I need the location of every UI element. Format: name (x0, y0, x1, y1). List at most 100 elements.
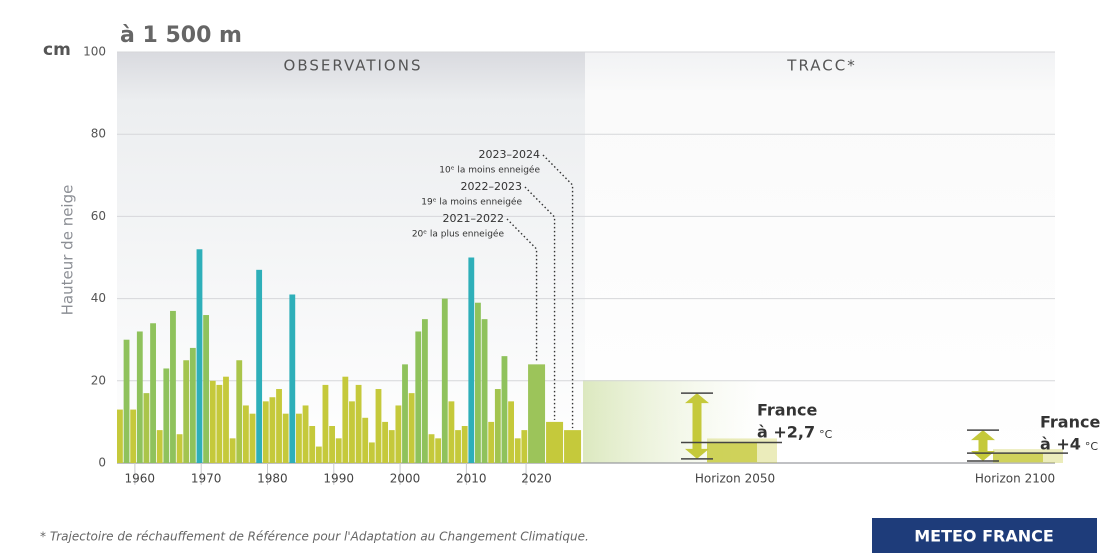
annotation-label: 2023–2024 (479, 148, 541, 161)
bar (362, 417, 369, 463)
bar (136, 331, 143, 463)
bar (236, 360, 243, 463)
bar (315, 446, 322, 463)
bar (223, 376, 229, 463)
bar (564, 430, 582, 463)
bar (475, 302, 481, 463)
bar (117, 409, 123, 463)
x-tick-label: 1970 (191, 472, 222, 486)
bar (461, 426, 468, 463)
annotation-label: 2021–2022 (443, 212, 505, 225)
x-tick-label: 1980 (257, 472, 288, 486)
bar (488, 421, 495, 463)
chart-title: à 1 500 m (120, 23, 242, 48)
y-unit: cm (43, 40, 71, 60)
bar (203, 315, 210, 463)
bar (309, 426, 316, 463)
horizon-warming: à +4 (1040, 435, 1081, 454)
bar (521, 430, 528, 463)
bar (209, 380, 216, 463)
bar (494, 389, 501, 463)
horizon-median-band (707, 442, 757, 462)
bar (501, 356, 508, 463)
bar (183, 360, 190, 463)
bar (189, 347, 196, 463)
annotation-note: 20ᵉ la plus enneigée (412, 229, 505, 240)
bar (455, 430, 461, 463)
bar (448, 401, 455, 463)
bar (329, 426, 335, 463)
bar (170, 310, 176, 463)
horizon-median-band (993, 453, 1043, 462)
y-tick-label: 20 (91, 373, 106, 387)
horizon-unit: °C (819, 428, 833, 441)
bar (546, 421, 564, 463)
bar (322, 384, 329, 463)
bar (408, 393, 415, 463)
bar (163, 368, 170, 463)
bar (514, 438, 521, 463)
arrow-head (685, 448, 709, 459)
bar (388, 430, 395, 463)
bar (282, 413, 289, 463)
bar (216, 384, 223, 463)
bar (468, 257, 475, 463)
bar (395, 405, 402, 463)
brand: METEO FRANCE (914, 527, 1054, 546)
x-tick-label: 1960 (125, 472, 156, 486)
annotation-note: 19ᵉ la moins enneigée (421, 197, 522, 208)
annotation-note: 10ᵉ la moins enneigée (439, 165, 540, 176)
bar (262, 401, 269, 463)
bar (242, 405, 249, 463)
horizon-region: France (757, 401, 817, 420)
x-tick-label: 2010 (456, 472, 487, 486)
brand-box (872, 518, 1097, 553)
bar (276, 389, 282, 463)
section-label: OBSERVATIONS (284, 57, 423, 75)
x-tick-label: 2020 (521, 472, 552, 486)
bar (421, 319, 428, 463)
bar (143, 393, 150, 463)
bar (302, 405, 309, 463)
annotation-leader (542, 154, 574, 429)
annotation-leader (524, 186, 556, 420)
y-tick-label: 100 (83, 45, 106, 59)
y-axis-label: Hauteur de neige (59, 185, 77, 316)
bar (176, 434, 183, 463)
horizon-warming: à +2,7 (757, 423, 815, 442)
bar (402, 364, 408, 463)
arrow-head (685, 393, 709, 404)
bar (256, 269, 263, 463)
bar (130, 409, 137, 463)
bar (229, 438, 236, 463)
section-label: TRACC* (786, 57, 856, 75)
y-tick-label: 60 (91, 209, 106, 223)
bar (355, 384, 362, 463)
x-tick-label: 2000 (390, 472, 421, 486)
y-tick-label: 80 (91, 127, 106, 141)
bar (382, 421, 389, 463)
annotation-label: 2022–2023 (461, 180, 523, 193)
bar (196, 249, 203, 463)
bar (528, 364, 546, 463)
bar (249, 413, 256, 463)
y-tick-label: 0 (98, 456, 106, 470)
bar (428, 434, 435, 463)
bar (349, 401, 355, 463)
bar (269, 397, 276, 463)
bar (289, 294, 296, 463)
horizon-label: Horizon 2050 (695, 472, 775, 486)
horizon-label: Horizon 2100 (975, 472, 1055, 486)
bar (435, 438, 442, 463)
bar (150, 323, 156, 463)
arrow-head (971, 430, 995, 441)
bar (342, 376, 349, 463)
bar (508, 401, 514, 463)
x-tick-label: 1990 (323, 472, 354, 486)
bar (368, 442, 375, 463)
bar (156, 430, 163, 463)
bar (335, 438, 342, 463)
footnote: * Trajectoire de réchauffement de Référe… (40, 530, 589, 544)
horizon-unit: °C (1085, 440, 1099, 453)
